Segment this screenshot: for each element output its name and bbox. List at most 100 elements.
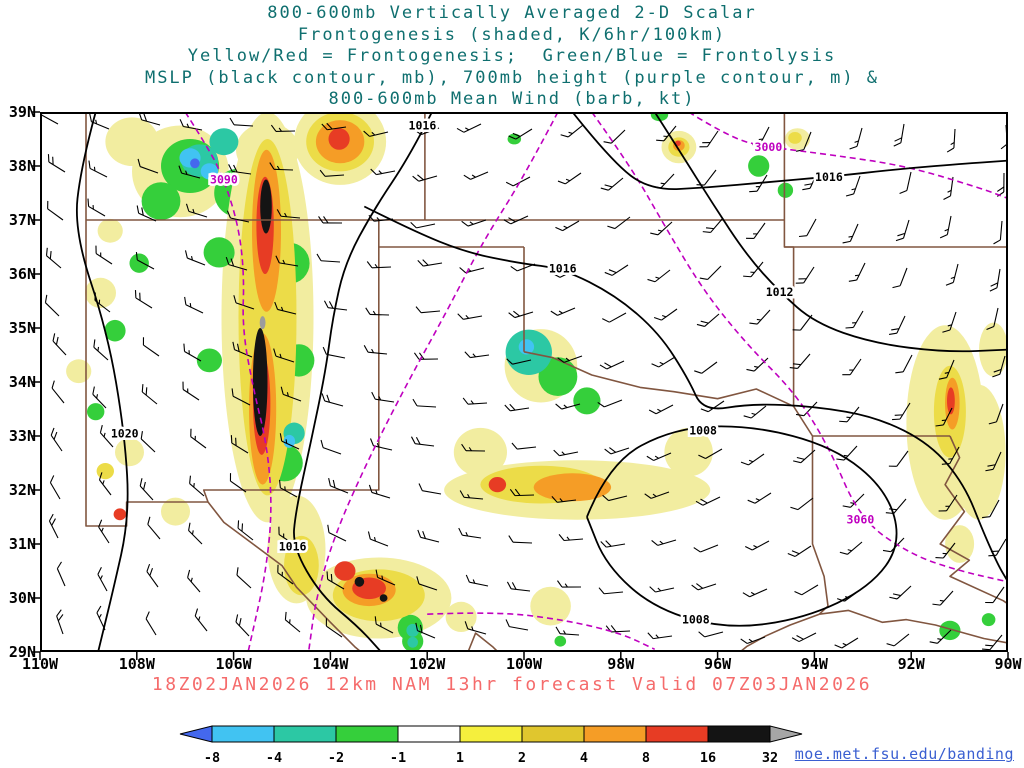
wind-barb (461, 219, 487, 227)
wind-barb (95, 245, 113, 265)
wind-barb (465, 574, 489, 587)
wind-barb (604, 447, 630, 455)
wind-barb (740, 636, 766, 644)
wind-barb (49, 475, 61, 500)
wind-barb (275, 255, 299, 267)
wind-barb (320, 439, 342, 455)
wind-barb (749, 309, 771, 325)
wind-barb (795, 266, 815, 284)
wind-barb (459, 490, 484, 500)
wind-barb (182, 381, 200, 401)
wind-barb (743, 405, 767, 419)
wind-barb (886, 633, 910, 647)
shade-region (203, 237, 235, 268)
shade-region (379, 594, 388, 602)
shade-region (252, 328, 268, 436)
lon-label: 92W (897, 655, 925, 673)
wind-barb (746, 357, 769, 372)
shade-region (788, 132, 802, 144)
wind-barb (412, 174, 438, 182)
wind-barb (696, 169, 717, 186)
wind-barb (508, 310, 534, 319)
wind-barb (137, 158, 159, 174)
wind-barb (277, 564, 294, 585)
colorbar: -8 -4 -2 -1 1 2 4 8 16 32 (178, 724, 842, 768)
pressure-contour (293, 112, 433, 652)
wind-barb (842, 358, 862, 376)
wind-barb (44, 294, 60, 317)
wind-barb (418, 483, 442, 495)
wind-barb (982, 634, 1003, 651)
wind-barb (557, 580, 582, 588)
shade-region (947, 387, 955, 415)
shade-region (97, 218, 123, 243)
wind-barb (848, 262, 866, 282)
shade-region (573, 387, 601, 415)
lat-label: 36N (8, 265, 36, 283)
wind-barb (45, 247, 62, 269)
wind-barb (693, 544, 719, 553)
wind-barb (56, 609, 64, 635)
wind-barb (367, 531, 389, 547)
wind-barb (842, 223, 859, 244)
wind-barb (747, 492, 772, 504)
wind-barb (648, 404, 674, 415)
wind-barb (319, 169, 345, 177)
contour-labels: 1020 1016 1016 1016 1016 1012 1008 1008 3090 3000… (108, 116, 876, 629)
wind-barb (939, 215, 952, 239)
lon-label: 94W (800, 655, 828, 673)
wind-barb (366, 261, 392, 269)
wind-barb (742, 588, 768, 598)
wind-barb (653, 308, 678, 321)
wind-barb (600, 540, 626, 548)
wind-barb (696, 313, 720, 327)
contour-label: 1016 (279, 540, 307, 554)
height-contour (688, 112, 1008, 200)
wind-barb (326, 571, 345, 590)
lon-label: 104W (312, 655, 349, 673)
wind-barb (842, 493, 865, 508)
wind-barb (416, 576, 438, 591)
wind-barb (558, 534, 584, 542)
wind-barb (743, 261, 764, 278)
wind-barb (88, 160, 108, 178)
wind-barb (179, 119, 203, 131)
colorbar-tick-label: 16 (700, 750, 716, 766)
colorbar-segment (459, 725, 523, 743)
wind-barb (50, 427, 63, 452)
wind-barb (789, 353, 811, 369)
contour-label: 3090 (210, 173, 238, 187)
pressure-contour (363, 205, 1008, 583)
colorbar-tick-label: 2 (518, 750, 526, 766)
wind-barb (993, 220, 1003, 245)
contour-label: 1016 (815, 170, 843, 184)
wind-barb (415, 306, 441, 314)
wind-barb (141, 384, 158, 405)
shade-region (190, 158, 200, 169)
lat-label: 30N (8, 589, 36, 607)
colorbar-right-arrow (769, 725, 803, 743)
pressure-contour (75, 112, 129, 652)
shade-region (66, 359, 92, 384)
wind-barb (189, 475, 205, 497)
contour-label: 1008 (682, 613, 710, 627)
wind-barb (183, 343, 202, 362)
wind-barb (893, 123, 905, 147)
wind-barb (836, 445, 858, 461)
colorbar-tick-label: -4 (266, 750, 282, 766)
wind-barb (279, 433, 300, 450)
wind-barb (412, 398, 437, 408)
wind-barb (650, 221, 673, 236)
height-contour (427, 612, 656, 651)
wind-barb (461, 443, 486, 452)
shade-region (488, 477, 507, 493)
wind-barb (415, 622, 436, 639)
wind-barb (702, 217, 724, 233)
wind-barb (269, 162, 294, 171)
title-line-5: 800-600mb Mean Wind (barb, kt) (328, 89, 696, 109)
contour-label: 3060 (847, 513, 875, 527)
wind-barb (190, 428, 207, 449)
wind-barb (509, 488, 535, 497)
contour-label: 1016 (409, 119, 437, 133)
